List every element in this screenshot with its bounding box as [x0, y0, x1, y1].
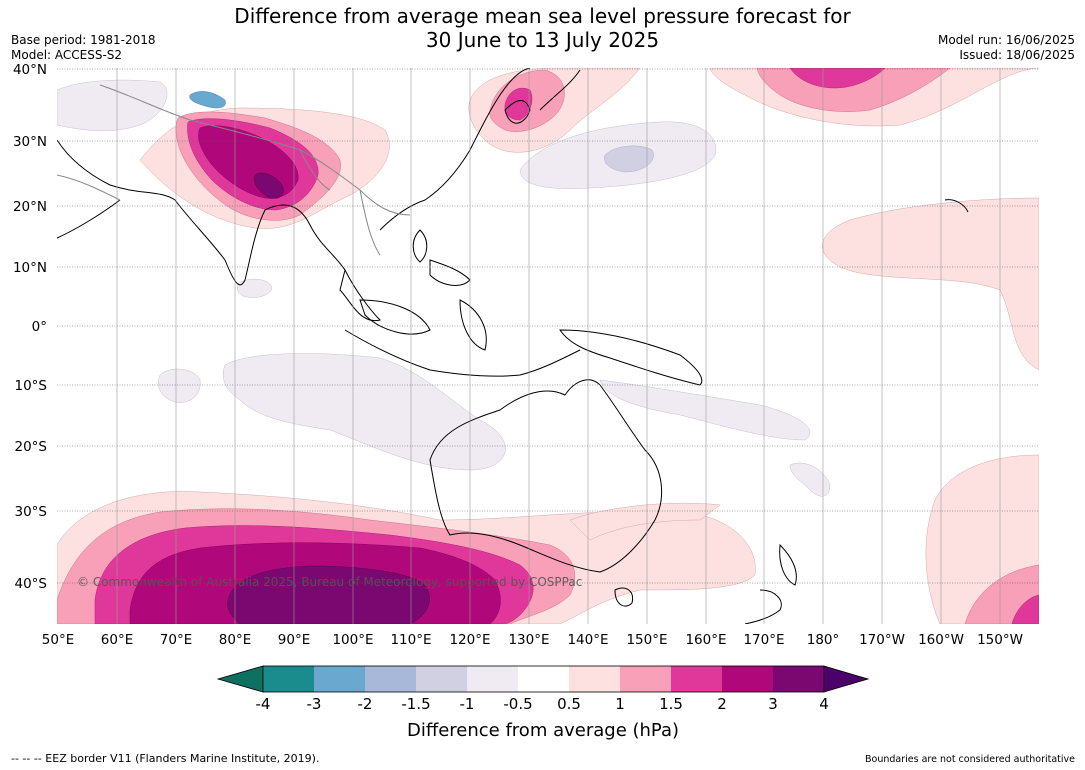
colorbar-tick: 1.5 — [659, 695, 683, 713]
anomaly-region-1.5-japan — [504, 87, 533, 121]
colorbar: -4 -3 -2 -1.5 -1 -0.5 0.5 1 1.5 2 3 4 Difference fr… — [216, 665, 870, 741]
colorbar-label: Difference from average (hPa) — [407, 720, 679, 741]
title-line-1: Difference from average mean sea level p… — [234, 4, 851, 28]
anomaly-region-neg0.5-tasman — [789, 462, 831, 497]
anomaly-region-1.5-north-edge — [789, 68, 886, 89]
colorbar-swatch — [416, 666, 468, 692]
colorbar-tick: -0.5 — [503, 695, 532, 713]
colorbar-tick: -1 — [460, 695, 475, 713]
model-run-info: Model run: 16/06/2025 Issued: 18/06/2025 — [938, 33, 1075, 63]
model-run: Model run: 16/06/2025 — [937, 33, 1075, 47]
colorbar-swatch — [467, 666, 519, 692]
colorbar-tick: -4 — [256, 695, 271, 713]
lon-label: 80°E — [219, 632, 251, 648]
lat-label: 0° — [32, 319, 47, 335]
colorbar-swatch — [671, 666, 723, 692]
lat-label: 40°N — [13, 62, 47, 78]
lon-label: 140°E — [567, 632, 608, 648]
lat-label: 10°N — [13, 260, 47, 276]
lon-label: 180° — [807, 632, 840, 648]
lon-label: 150°E — [626, 632, 667, 648]
colorbar-swatch — [518, 666, 570, 692]
lat-label: 20°N — [13, 199, 47, 215]
lon-label: 150°W — [977, 632, 1023, 648]
lon-label: 170°E — [743, 632, 784, 648]
lat-gridlines — [57, 68, 1039, 584]
issued-date: Issued: 18/06/2025 — [959, 48, 1075, 62]
lon-label: 160°E — [685, 632, 726, 648]
title-line-2: 30 June to 13 July 2025 — [425, 28, 660, 52]
colorbar-swatch — [314, 666, 366, 692]
lon-label: 130°E — [508, 632, 549, 648]
colorbar-tick: 4 — [819, 695, 829, 713]
lon-label: 160°W — [918, 632, 964, 648]
base-period: Base period: 1981-2018 — [11, 33, 156, 47]
lon-label: 100°E — [332, 632, 373, 648]
lat-label: 30°N — [13, 134, 47, 150]
lat-label: 30°S — [15, 504, 48, 520]
map-title: Difference from average mean sea level p… — [0, 4, 1085, 52]
colorbar-tick: 0.5 — [557, 695, 581, 713]
colorbar-tick: 1 — [615, 695, 625, 713]
colorbar-tick-labels: -4 -3 -2 -1.5 -1 -0.5 0.5 1 1.5 2 3 4 — [256, 695, 829, 713]
copyright-watermark: © Commonwealth of Australia 2025, Bureau… — [77, 575, 582, 589]
colorbar-tick: 3 — [768, 695, 778, 713]
lon-label: 50°E — [42, 632, 74, 648]
colorbar-swatch — [620, 666, 672, 692]
anomaly-region-neg1-pacific — [604, 145, 654, 173]
boundaries-disclaimer: Boundaries are not considered authoritat… — [865, 754, 1075, 765]
colorbar-under-arrow — [216, 665, 264, 693]
anomaly-region-neg0.5-coral — [599, 379, 811, 441]
lon-gridlines — [116, 68, 1001, 624]
colorbar-frame — [262, 665, 825, 693]
anomaly-region-neg-tibet — [189, 91, 226, 109]
country-borders — [57, 84, 411, 256]
colorbar-tick: -1.5 — [401, 695, 430, 713]
anomaly-region-0.5-north-pacific — [822, 197, 1039, 371]
eez-border-note: -- -- -- EEZ border V11 (Flanders Marine… — [11, 752, 320, 765]
anomaly-region-neg0.5-west — [158, 368, 201, 403]
model-name: Model: ACCESS-S2 — [11, 48, 123, 62]
latitude-labels: 40°N 30°N 20°N 10°N 0° 10°S 20°S 30°S 40… — [13, 62, 47, 592]
anomaly-region-0.5-east-aus — [569, 502, 721, 541]
colorbar-tick: -3 — [307, 695, 322, 713]
longitude-labels: 50°E 60°E 70°E 80°E 90°E 100°E 110°E 120… — [42, 632, 1023, 648]
coastlines — [57, 68, 969, 624]
anomaly-region-1.5-south-pacific — [1011, 594, 1039, 624]
colorbar-swatch — [773, 666, 825, 692]
anomaly-region-neg0.5-bay — [237, 278, 273, 298]
lon-label: 170°W — [859, 632, 905, 648]
colorbar-swatch — [569, 666, 621, 692]
anomaly-region-3-south-indian — [227, 565, 430, 624]
colorbar-tick: -2 — [358, 695, 373, 713]
colorbar-swatches — [262, 665, 825, 693]
anomaly-region-neg0.5-arabia — [57, 79, 168, 132]
colorbar-swatch — [365, 666, 417, 692]
lat-label: 40°S — [15, 576, 48, 592]
base-period-info: Base period: 1981-2018 Model: ACCESS-S2 — [11, 33, 156, 63]
anomaly-region-3-china-india — [254, 172, 284, 199]
lat-label: 10°S — [15, 378, 48, 394]
lon-label: 60°E — [101, 632, 133, 648]
lat-label: 20°S — [15, 439, 48, 455]
lon-label: 90°E — [278, 632, 310, 648]
colorbar-over-arrow — [823, 665, 870, 693]
pressure-anomaly-contours: © Commonwealth of Australia 2025, Bureau… — [57, 68, 1039, 624]
lon-label: 110°E — [390, 632, 431, 648]
colorbar-swatch — [263, 666, 315, 692]
colorbar-swatch — [722, 666, 774, 692]
lon-label: 70°E — [160, 632, 192, 648]
lon-label: 120°E — [449, 632, 490, 648]
colorbar-tick: 2 — [717, 695, 727, 713]
